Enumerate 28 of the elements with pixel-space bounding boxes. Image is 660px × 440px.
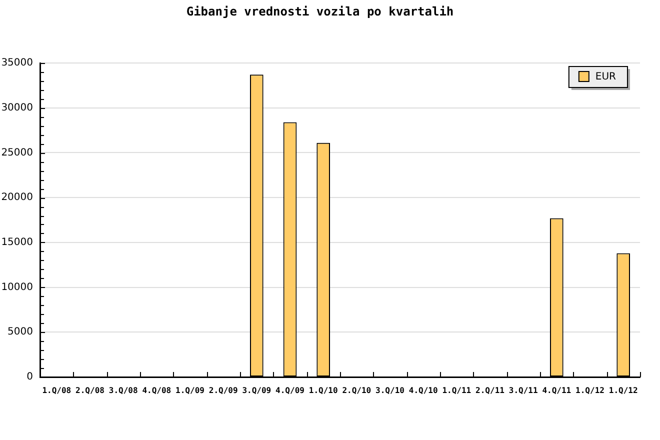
x-tick-label: 2.Q/10 — [342, 386, 372, 395]
x-tick-label: 2.Q/11 — [476, 386, 505, 395]
x-tick-label: 3.Q/08 — [108, 386, 138, 395]
chart-title: Gibanje vrednosti vozila po kvartalih — [186, 4, 454, 18]
x-tick-label: 3.Q/10 — [376, 386, 405, 395]
y-tick-label: 20000 — [1, 192, 33, 204]
y-tick-label: 35000 — [1, 58, 33, 69]
x-tick-label: 3.Q/11 — [508, 386, 538, 395]
y-tick-label: 15000 — [1, 237, 33, 248]
x-tick-label: 3.Q/09 — [242, 386, 272, 395]
x-tick-label: 2.Q/08 — [76, 386, 105, 395]
x-tick-label: 4.Q/09 — [276, 386, 305, 395]
y-tick-label: 25000 — [1, 147, 33, 158]
x-tick-label: 4.Q/10 — [408, 386, 438, 395]
x-tick-label: 1.Q/08 — [42, 386, 72, 395]
x-tick-label: 2.Q/09 — [208, 386, 238, 395]
y-tick-label: 5000 — [8, 326, 33, 338]
y-tick-label: 10000 — [1, 282, 33, 293]
y-tick-label: 0 — [26, 372, 33, 383]
x-tick-label: 1.Q/10 — [308, 386, 338, 395]
x-tick-label: 4.Q/11 — [542, 386, 572, 395]
x-tick-label: 1.Q/12 — [576, 386, 605, 395]
x-tick-label: 4.Q/08 — [142, 386, 172, 395]
y-tick-label: 30000 — [1, 102, 33, 114]
legend-label: EUR — [595, 72, 616, 83]
x-tick-label: 1.Q/11 — [442, 386, 472, 395]
x-tick-label: 1.Q/12 — [608, 386, 638, 395]
x-tick-label: 1.Q/09 — [176, 386, 205, 395]
